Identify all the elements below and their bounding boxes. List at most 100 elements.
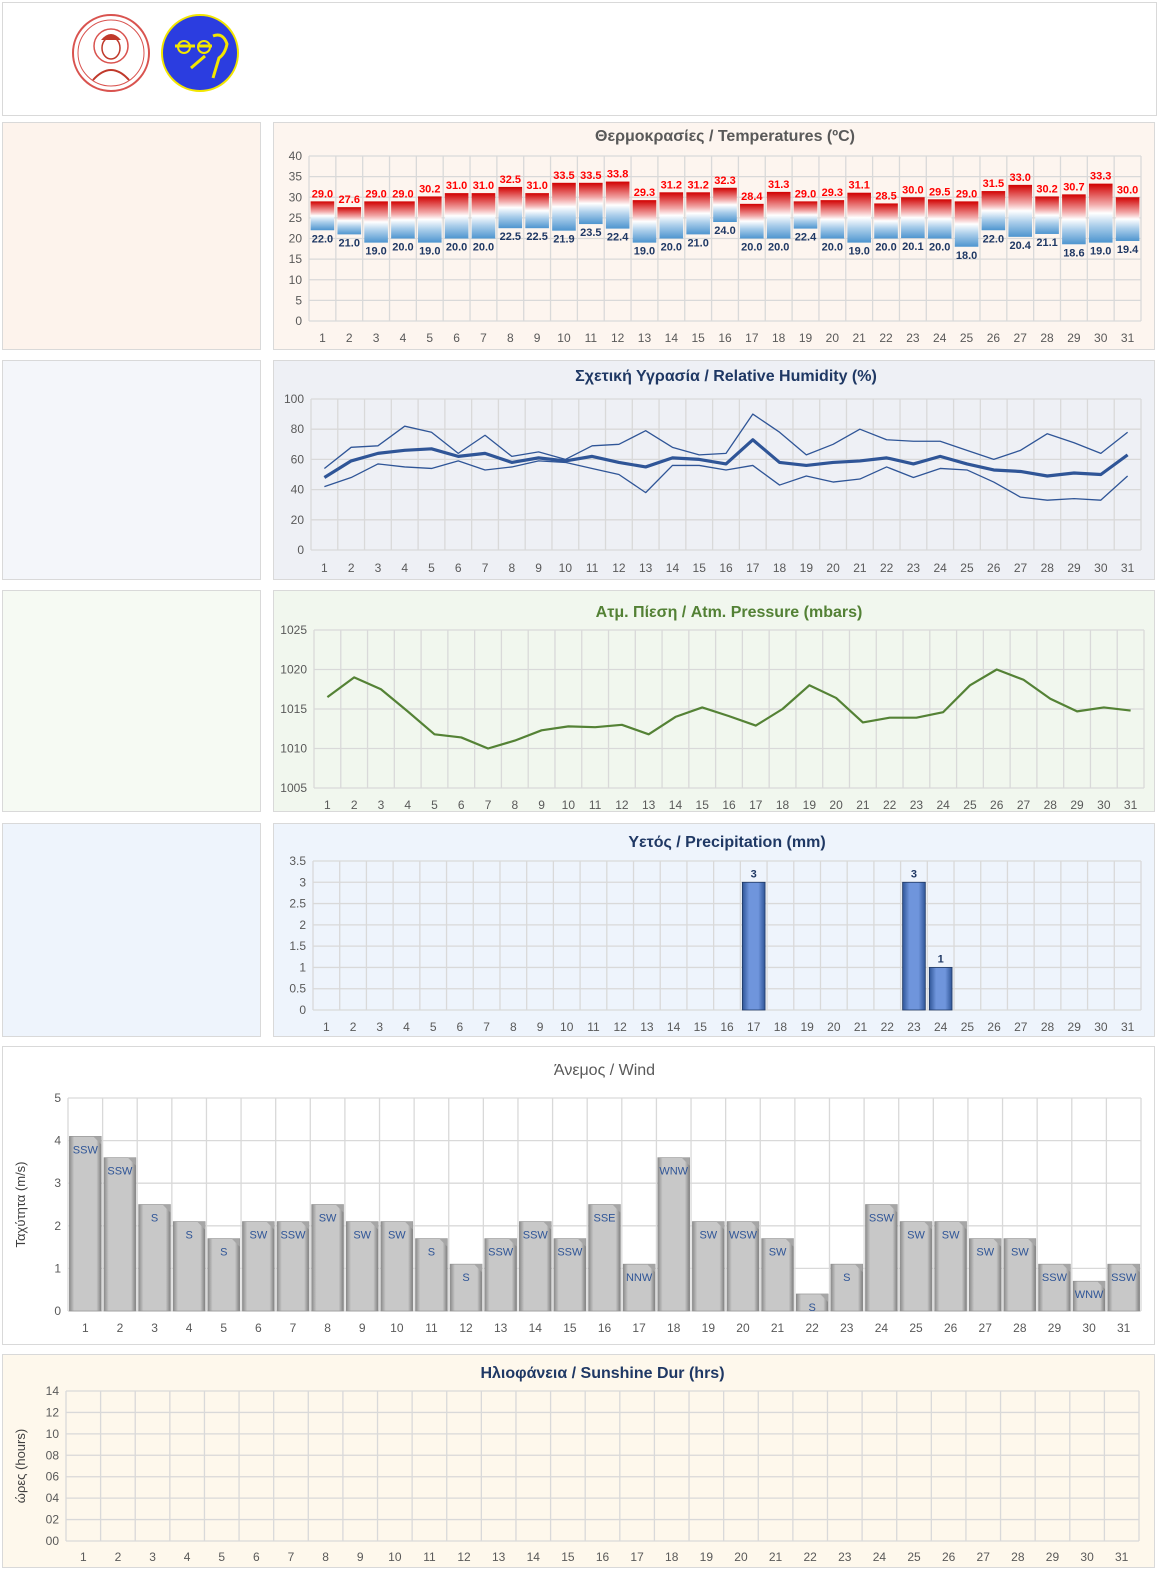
wind-speed-bar — [172, 1221, 206, 1312]
y-tick-label: 1015 — [280, 702, 307, 716]
x-tick-label: 6 — [253, 1550, 260, 1564]
x-tick-label: 31 — [1115, 1550, 1129, 1564]
min-temp-label: 19.0 — [365, 246, 386, 258]
temperature-range-bar — [1062, 194, 1086, 245]
chart-title: Σχετική Υγρασία / Relative Humidity (%) — [575, 368, 877, 385]
min-temp-label: 20.0 — [822, 242, 843, 254]
max-temp-label: 29.0 — [365, 188, 386, 200]
x-tick-label: 4 — [404, 798, 411, 812]
bar-bevel — [716, 1221, 725, 1230]
x-tick-label: 21 — [771, 1321, 785, 1335]
x-tick-label: 27 — [1017, 798, 1031, 812]
bar-bevel — [785, 1238, 794, 1247]
max-temp-label: 31.1 — [848, 180, 869, 192]
x-tick-label: 1 — [82, 1321, 89, 1335]
x-tick-label: 14 — [666, 561, 680, 575]
max-temp-label: 31.5 — [983, 178, 1004, 190]
temperature-range-bar — [901, 197, 925, 239]
x-tick-label: 12 — [615, 798, 629, 812]
x-tick-label: 30 — [1080, 1550, 1094, 1564]
chart-title: Ηλιοφάνεια / Sunshine Dur (hrs) — [480, 1365, 724, 1382]
x-tick-label: 24 — [934, 561, 948, 575]
temperature-range-bar — [498, 186, 523, 229]
x-tick-label: 6 — [453, 331, 460, 345]
x-tick-label: 25 — [963, 798, 977, 812]
y-tick-label: 1.5 — [289, 939, 306, 953]
y-tick-label: 14 — [46, 1384, 60, 1398]
x-tick-label: 10 — [388, 1550, 402, 1564]
x-tick-label: 13 — [638, 331, 652, 345]
x-tick-label: 6 — [455, 561, 462, 575]
x-tick-label: 13 — [494, 1321, 508, 1335]
temperature-range-bar — [740, 203, 764, 239]
x-tick-label: 4 — [186, 1321, 193, 1335]
x-tick-label: 22 — [803, 1550, 817, 1564]
x-tick-label: 14 — [667, 1020, 681, 1034]
x-tick-label: 29 — [1070, 798, 1084, 812]
precipitation-bar — [741, 881, 766, 1011]
x-tick-label: 27 — [977, 1550, 991, 1564]
x-tick-label: 31 — [1117, 1321, 1131, 1335]
max-temp-label: 29.5 — [929, 186, 950, 198]
temperature-range-bar — [981, 191, 1006, 231]
min-temp-label: 18.0 — [956, 250, 977, 262]
temperature-range-bar — [391, 201, 415, 239]
bar-bevel — [404, 1221, 413, 1230]
wind-speed-bar — [761, 1238, 794, 1312]
x-tick-label: 27 — [1014, 331, 1028, 345]
max-temp-label: 30.7 — [1063, 181, 1084, 193]
x-tick-label: 6 — [457, 1020, 464, 1034]
wind-direction-label: SSW — [73, 1144, 99, 1156]
wind-speed-bar — [622, 1263, 656, 1312]
wind-speed-bar — [1003, 1238, 1037, 1312]
x-tick-label: 24 — [937, 798, 951, 812]
wind-direction-label: SW — [353, 1230, 371, 1242]
temperature-range-bar — [364, 201, 388, 243]
x-tick-label: 26 — [987, 561, 1001, 575]
x-tick-label: 2 — [115, 1550, 122, 1564]
x-tick-label: 23 — [907, 561, 921, 575]
x-tick-label: 5 — [220, 1321, 227, 1335]
x-tick-label: 5 — [431, 798, 438, 812]
humidity-side-panel — [2, 360, 261, 580]
wind-direction-label: S — [843, 1272, 850, 1284]
bar-bevel — [370, 1221, 379, 1230]
max-temp-label: 33.8 — [607, 169, 628, 181]
x-tick-label: 2 — [348, 561, 355, 575]
x-tick-label: 11 — [589, 798, 602, 812]
x-tick-label: 23 — [840, 1321, 854, 1335]
x-tick-label: 8 — [322, 1550, 329, 1564]
min-temp-label: 23.5 — [580, 227, 601, 239]
x-tick-label: 14 — [669, 798, 683, 812]
temperature-range-bar — [820, 200, 845, 239]
y-tick-label: 20 — [289, 232, 303, 246]
x-tick-label: 1 — [324, 798, 331, 812]
pressure-chart: Ατμ. Πίεση / Atm. Pressure (mbars) 1005 10… — [273, 590, 1155, 812]
x-tick-label: 19 — [800, 1020, 814, 1034]
wind-direction-label: SSW — [280, 1230, 306, 1242]
x-tick-label: 2 — [117, 1321, 124, 1335]
chart-title: Υετός / Precipitation (mm) — [628, 834, 825, 851]
bar-bevel — [266, 1221, 275, 1230]
precipitation-bar — [928, 967, 953, 1011]
wind-direction-label: S — [462, 1272, 469, 1284]
y-tick-label: 40 — [289, 149, 303, 163]
x-tick-label: 26 — [942, 1550, 956, 1564]
wind-speed-bar — [795, 1293, 829, 1312]
temperature-range-bar — [471, 193, 496, 239]
observatory-logo — [161, 14, 239, 92]
precipitation-label: 1 — [938, 953, 944, 965]
x-tick-label: 15 — [693, 561, 707, 575]
precipitation-side-panel — [2, 823, 261, 1037]
x-tick-label: 21 — [856, 798, 870, 812]
y-tick-label: 5 — [54, 1091, 61, 1105]
x-tick-label: 25 — [909, 1321, 923, 1335]
max-temp-label: 30.0 — [1117, 184, 1138, 196]
y-tick-label: 12 — [46, 1405, 60, 1419]
wind-direction-label: SSW — [1042, 1272, 1068, 1284]
y-tick-label: 0.5 — [289, 982, 306, 996]
temperature-range-bar — [552, 182, 576, 231]
x-tick-label: 15 — [691, 331, 705, 345]
x-tick-label: 18 — [774, 1020, 788, 1034]
max-temp-label: 29.0 — [312, 188, 333, 200]
